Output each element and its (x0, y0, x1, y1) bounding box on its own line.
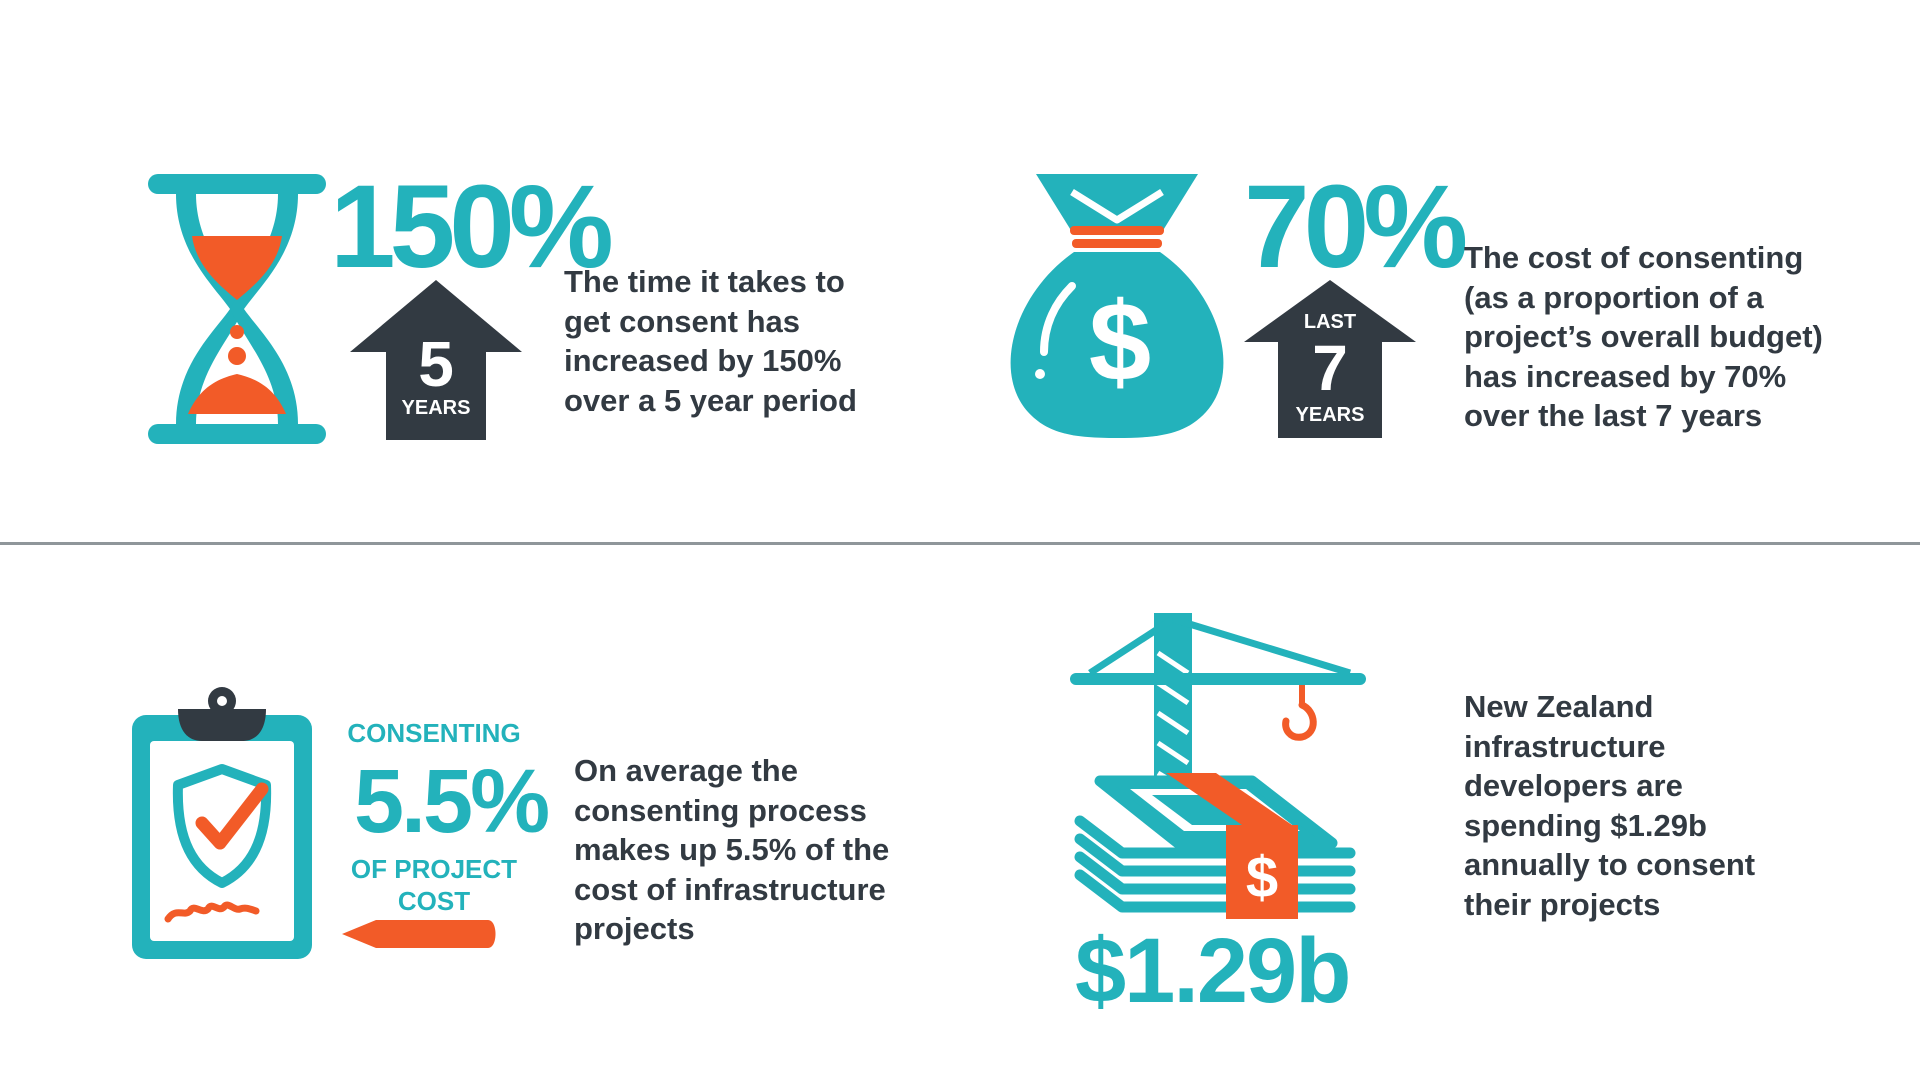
stat1-arrow-label: YEARS (401, 397, 471, 419)
stat3-value: 5.5% (354, 752, 550, 852)
stat2-description-line: project’s overall budget) (1464, 319, 1823, 354)
stat1-description-line: increased by 150% (564, 343, 842, 378)
stat2-description-line: (as a proportion of a (1464, 279, 1764, 315)
stat3-bottom-label-2: COST (397, 886, 471, 916)
stat4-description: New Zealand infrastructure developers ar… (1464, 687, 1755, 924)
stat4-value: $1.29b (1075, 920, 1351, 1022)
stat3-description-line: makes up 5.5% of the (574, 832, 890, 867)
stat1-value: 150% (330, 161, 614, 293)
clipboard-shield-check-icon (132, 687, 312, 959)
stat-cost-of-consenting: $ 70% LAST 7 YEARS The cost of consentin… (960, 0, 1920, 540)
stat1-description-line: The time it takes to (564, 264, 845, 299)
stat3-description-line: projects (574, 911, 695, 946)
money-stack-symbol: $ (1246, 845, 1278, 910)
stat1-up-arrow: 5 YEARS (350, 280, 522, 440)
stat1-description-line: get consent has (564, 303, 800, 339)
stat4-description-line: New Zealand (1464, 689, 1654, 724)
stat3-top-label: CONSENTING (347, 718, 521, 748)
stat2-description-line: The cost of consenting (1464, 240, 1804, 275)
stat2-arrow-number: 7 (1312, 332, 1348, 404)
stat2-description: The cost of consenting (as a proportion … (1464, 238, 1823, 436)
money-bag-icon: $ (1010, 174, 1224, 438)
stat2-arrow-label: YEARS (1295, 404, 1365, 426)
stat-annual-spend: $ $1.29b New Zealand infrastructure deve… (960, 545, 1920, 1080)
stat4-description-line: infrastructure (1464, 728, 1666, 764)
stat2-description-line: over the last 7 years (1464, 398, 1763, 433)
stat-consenting-share: CONSENTING 5.5% OF PROJECT COST On avera… (0, 545, 960, 1080)
stat2-arrow-top: LAST (1303, 311, 1357, 333)
stat3-description-line: cost of infrastructure (574, 871, 886, 907)
stat3-description-line: consenting process (574, 792, 867, 828)
stat4-description-line: spending $1.29b (1464, 807, 1707, 843)
hourglass-icon (148, 174, 326, 444)
stat2-value: 70% (1244, 161, 1468, 293)
stat1-arrow-number: 5 (418, 328, 454, 400)
stat1-description-line: over a 5 year period (564, 382, 857, 418)
stat2-description-line: has increased by 70% (1464, 358, 1787, 394)
stat4-description-line: their projects (1464, 886, 1661, 922)
stat-time-to-consent: 150% 5 YEARS The time it takes to get co… (0, 0, 960, 540)
pencil-icon (342, 920, 496, 948)
stat3-description: On average the consenting process makes … (574, 751, 889, 949)
stat3-bottom-label-1: OF PROJECT (350, 854, 518, 884)
stat4-description-line: developers are (1464, 768, 1683, 803)
section-divider (0, 542, 1920, 545)
money-bag-symbol: $ (1089, 279, 1151, 404)
stat2-up-arrow: LAST 7 YEARS (1244, 280, 1416, 438)
stat3-description-line: On average the (574, 753, 798, 788)
stat4-description-line: annually to consent (1464, 847, 1756, 882)
stat1-description: The time it takes to get consent has inc… (564, 262, 857, 420)
crane-money-stack-icon: $ (1070, 613, 1366, 919)
